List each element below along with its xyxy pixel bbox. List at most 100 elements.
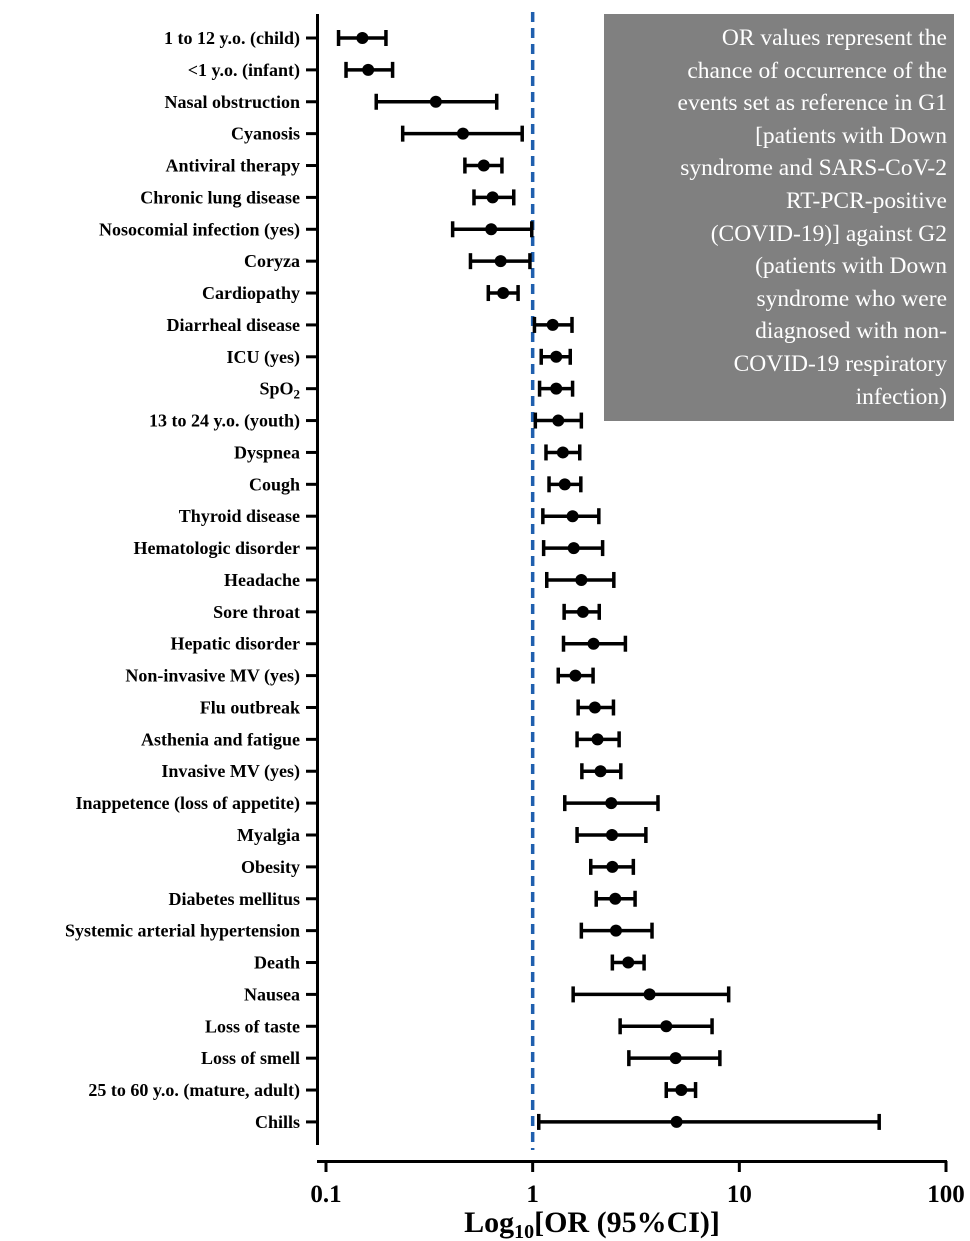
forest-row: SpO2 bbox=[259, 379, 318, 402]
or-point bbox=[669, 1052, 682, 1065]
row-label-subscript: 2 bbox=[294, 387, 301, 402]
note-line: [patients with Down bbox=[755, 122, 947, 149]
note-line: COVID-19 respiratory bbox=[733, 350, 947, 377]
interval-marks-layer bbox=[336, 30, 881, 1130]
row-label-text: Flu outbreak bbox=[200, 697, 300, 717]
or-point bbox=[356, 32, 369, 44]
row-label-text: Non-invasive MV (yes) bbox=[125, 666, 300, 687]
row-label: 13 to 24 y.o. (youth) bbox=[149, 411, 300, 432]
row-label: 1 to 12 y.o. (child) bbox=[164, 28, 300, 49]
forest-row: Cardiopathy bbox=[202, 283, 318, 303]
forest-row: Headache bbox=[224, 570, 318, 590]
row-label: ICU (yes) bbox=[227, 347, 301, 368]
note-line: chance of occurrence of the bbox=[687, 57, 947, 84]
forest-row: Loss of smell bbox=[201, 1048, 318, 1068]
row-label: Flu outbreak bbox=[200, 697, 300, 717]
forest-row: Nausea bbox=[244, 984, 318, 1004]
row-label-text: Invasive MV (yes) bbox=[161, 761, 300, 782]
rows-layer: 1 to 12 y.o. (child) <1 y.o. (infant) Nasa… bbox=[65, 28, 318, 1132]
x-tick-label: 100 bbox=[927, 1181, 965, 1208]
forest-row: Asthenia and fatigue bbox=[141, 729, 318, 749]
or-point bbox=[550, 350, 563, 363]
row-label: <1 y.o. (infant) bbox=[188, 60, 300, 81]
row-label-text: Headache bbox=[224, 570, 300, 590]
or-point bbox=[605, 829, 618, 841]
forest-row: Coryza bbox=[244, 251, 318, 271]
or-point bbox=[575, 573, 588, 586]
or-point bbox=[591, 733, 604, 746]
or-point bbox=[587, 637, 600, 650]
note-line: syndrome who were bbox=[756, 285, 947, 312]
forest-row: Myalgia bbox=[237, 825, 318, 845]
or-point bbox=[558, 478, 571, 491]
row-label: 25 to 60 y.o. (mature, adult) bbox=[88, 1080, 300, 1101]
or-point bbox=[552, 414, 565, 427]
row-label: Diarrheal disease bbox=[167, 315, 300, 335]
note-box: OR values represent the chance of occurre… bbox=[604, 14, 954, 421]
forest-row: Non-invasive MV (yes) bbox=[125, 666, 318, 687]
row-label-text: Chronic lung disease bbox=[140, 187, 300, 207]
or-point bbox=[556, 446, 569, 459]
row-label: SpO2 bbox=[259, 379, 300, 402]
row-label: Hepatic disorder bbox=[171, 634, 300, 654]
or-point bbox=[566, 510, 579, 523]
row-label-text: Cardiopathy bbox=[202, 283, 300, 303]
or-point bbox=[609, 892, 622, 905]
forest-row: Death bbox=[254, 953, 318, 973]
row-label: Thyroid disease bbox=[179, 506, 300, 526]
forest-row: Chills bbox=[255, 1112, 318, 1132]
forest-row: Obesity bbox=[241, 857, 318, 877]
note-line: events set as reference in G1 bbox=[677, 90, 947, 117]
row-label-text: Loss of taste bbox=[205, 1016, 300, 1036]
row-label-text: Inappetence (loss of appetite) bbox=[76, 793, 300, 814]
forest-row: <1 y.o. (infant) bbox=[188, 60, 318, 81]
or-point bbox=[660, 1020, 673, 1033]
row-label-text: Nasal obstruction bbox=[164, 92, 300, 112]
or-point bbox=[550, 382, 563, 395]
or-point bbox=[670, 1115, 683, 1128]
row-label: Non-invasive MV (yes) bbox=[125, 666, 300, 687]
x-tick-label: 0.1 bbox=[310, 1181, 341, 1208]
note-line: infection) bbox=[855, 383, 947, 410]
forest-row: Hepatic disorder bbox=[171, 634, 318, 654]
row-label-text: 1 to 12 y.o. (child) bbox=[164, 28, 300, 49]
row-label: Loss of smell bbox=[201, 1048, 300, 1068]
forest-row: Thyroid disease bbox=[179, 506, 318, 526]
row-label-text: <1 y.o. (infant) bbox=[188, 60, 300, 81]
row-label: Diabetes mellitus bbox=[169, 889, 300, 909]
row-label-text: Myalgia bbox=[237, 825, 300, 845]
x-axis-title-subscript: 10 bbox=[514, 1221, 534, 1241]
or-point bbox=[606, 860, 619, 873]
or-point bbox=[362, 63, 375, 76]
row-label-text: Coryza bbox=[244, 251, 300, 271]
note-line: syndrome and SARS-CoV-2 bbox=[680, 155, 947, 182]
forest-row: Diabetes mellitus bbox=[169, 889, 318, 909]
row-label-text: Diabetes mellitus bbox=[169, 889, 300, 909]
x-tick-label: 10 bbox=[727, 1181, 752, 1208]
forest-row: Dyspnea bbox=[234, 442, 318, 462]
note-line: RT-PCR-positive bbox=[786, 187, 947, 214]
or-point bbox=[675, 1084, 688, 1097]
row-label-text: Diarrheal disease bbox=[167, 315, 300, 335]
or-point bbox=[569, 669, 582, 682]
forest-row: Inappetence (loss of appetite) bbox=[76, 793, 318, 814]
note-line: (patients with Down bbox=[755, 253, 947, 280]
row-label: Asthenia and fatigue bbox=[141, 729, 300, 749]
forest-row: Cyanosis bbox=[231, 124, 318, 144]
row-label: Nasal obstruction bbox=[164, 92, 300, 112]
row-label: Cyanosis bbox=[231, 124, 300, 144]
forest-row: Cough bbox=[249, 474, 318, 494]
row-label: Myalgia bbox=[237, 825, 300, 845]
row-label-text: Antiviral therapy bbox=[166, 156, 301, 176]
row-label-text: Loss of smell bbox=[201, 1048, 300, 1068]
row-label-text: Systemic arterial hypertension bbox=[65, 921, 300, 941]
forest-row: Loss of taste bbox=[205, 1016, 318, 1036]
row-label: Sore throat bbox=[213, 602, 300, 622]
row-label-text: 25 to 60 y.o. (mature, adult) bbox=[88, 1080, 300, 1101]
forest-row: Nosocomial infection (yes) bbox=[99, 219, 318, 240]
or-point bbox=[485, 223, 498, 236]
row-label-text: Sore throat bbox=[213, 602, 300, 622]
row-label: Chills bbox=[255, 1112, 300, 1132]
row-label: Inappetence (loss of appetite) bbox=[76, 793, 300, 814]
